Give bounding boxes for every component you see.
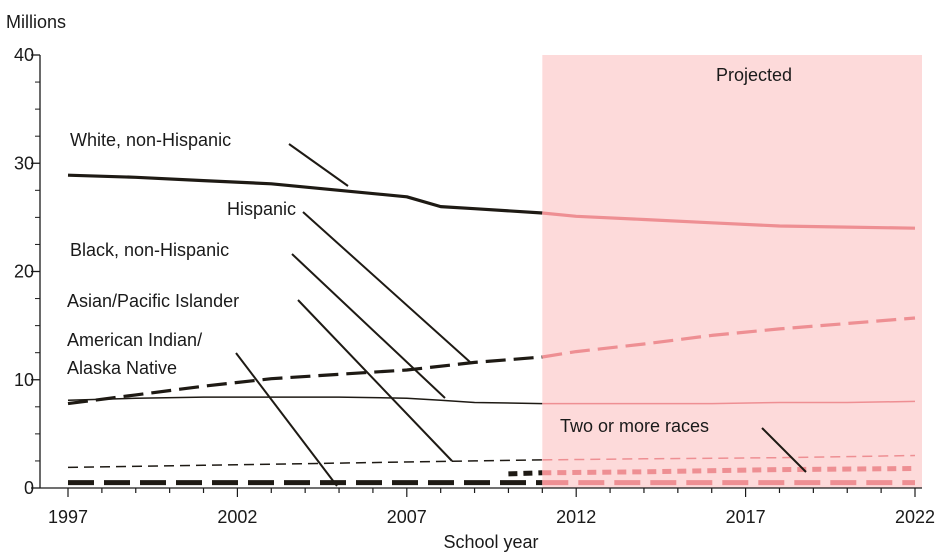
annotations: Projected White, non-Hispanic Hispanic Blac…: [67, 65, 792, 436]
y-tick-label: 20: [14, 262, 34, 282]
series-line-asian-pacific-islander-actual: [67, 459, 543, 469]
annotation-line: Two or more races: [560, 416, 709, 436]
x-tick-label: 2012: [556, 507, 596, 527]
x-tick-label: 2017: [726, 507, 766, 527]
leader-line: [761, 427, 807, 473]
x-tick-label: 1997: [48, 507, 88, 527]
series-line-white-non-hispanic-projected: [542, 211, 916, 230]
y-axis-title: Millions: [6, 12, 66, 32]
y-tick-label: 30: [14, 153, 34, 173]
series-line-hispanic-actual: [67, 355, 543, 406]
annotation-line: Hispanic: [227, 199, 296, 219]
series-line-black-non-hispanic-actual: [67, 396, 543, 405]
series-line-white-non-hispanic-actual: [67, 173, 543, 215]
y-tick-label: 0: [24, 478, 34, 498]
annotation-line: Black, non-Hispanic: [70, 240, 229, 260]
annotation-two-or-more-races: Two or more races: [560, 416, 709, 436]
y-tick-label: 40: [14, 45, 34, 65]
x-tick-label: 2022: [895, 507, 935, 527]
series-layer: [67, 173, 916, 486]
annotation-line: Alaska Native: [67, 358, 177, 378]
projected-band: [542, 55, 922, 488]
annotation-black-non-hispanic: Black, non-Hispanic: [70, 240, 229, 260]
series-line-black-non-hispanic-projected: [542, 400, 916, 405]
annotation-line: White, non-Hispanic: [70, 130, 231, 150]
series-line-two-or-more-races-actual: [508, 470, 543, 477]
y-tick-label: 10: [14, 370, 34, 390]
annotation-line: Projected: [716, 65, 792, 85]
leader-line: [288, 143, 349, 187]
x-tick-label: 2007: [387, 507, 427, 527]
annotation-asian-pacific-islander: Asian/Pacific Islander: [67, 291, 239, 311]
leader-lines: [235, 143, 807, 487]
annotation-line: Asian/Pacific Islander: [67, 291, 239, 311]
annotation-american-indian-alaska-native: American Indian/Alaska Native: [67, 330, 202, 378]
x-axis-title: School year: [443, 532, 538, 552]
leader-line: [297, 299, 453, 462]
leader-line: [291, 253, 446, 399]
leader-line: [235, 352, 338, 487]
series-line-asian-pacific-islander-projected: [542, 454, 916, 461]
axes: 0 10 20 30 40 1997 2002 2007 2012 2017 2022: [14, 45, 935, 527]
annotation-white-non-hispanic: White, non-Hispanic: [70, 130, 231, 150]
leader-line: [302, 211, 471, 363]
series-line-hispanic-projected: [542, 316, 916, 359]
series-line-two-or-more-races-projected: [542, 466, 916, 476]
annotation-projected: Projected: [716, 65, 792, 85]
annotation-hispanic: Hispanic: [227, 199, 296, 219]
x-tick-label: 2002: [217, 507, 257, 527]
annotation-line: American Indian/: [67, 330, 202, 350]
